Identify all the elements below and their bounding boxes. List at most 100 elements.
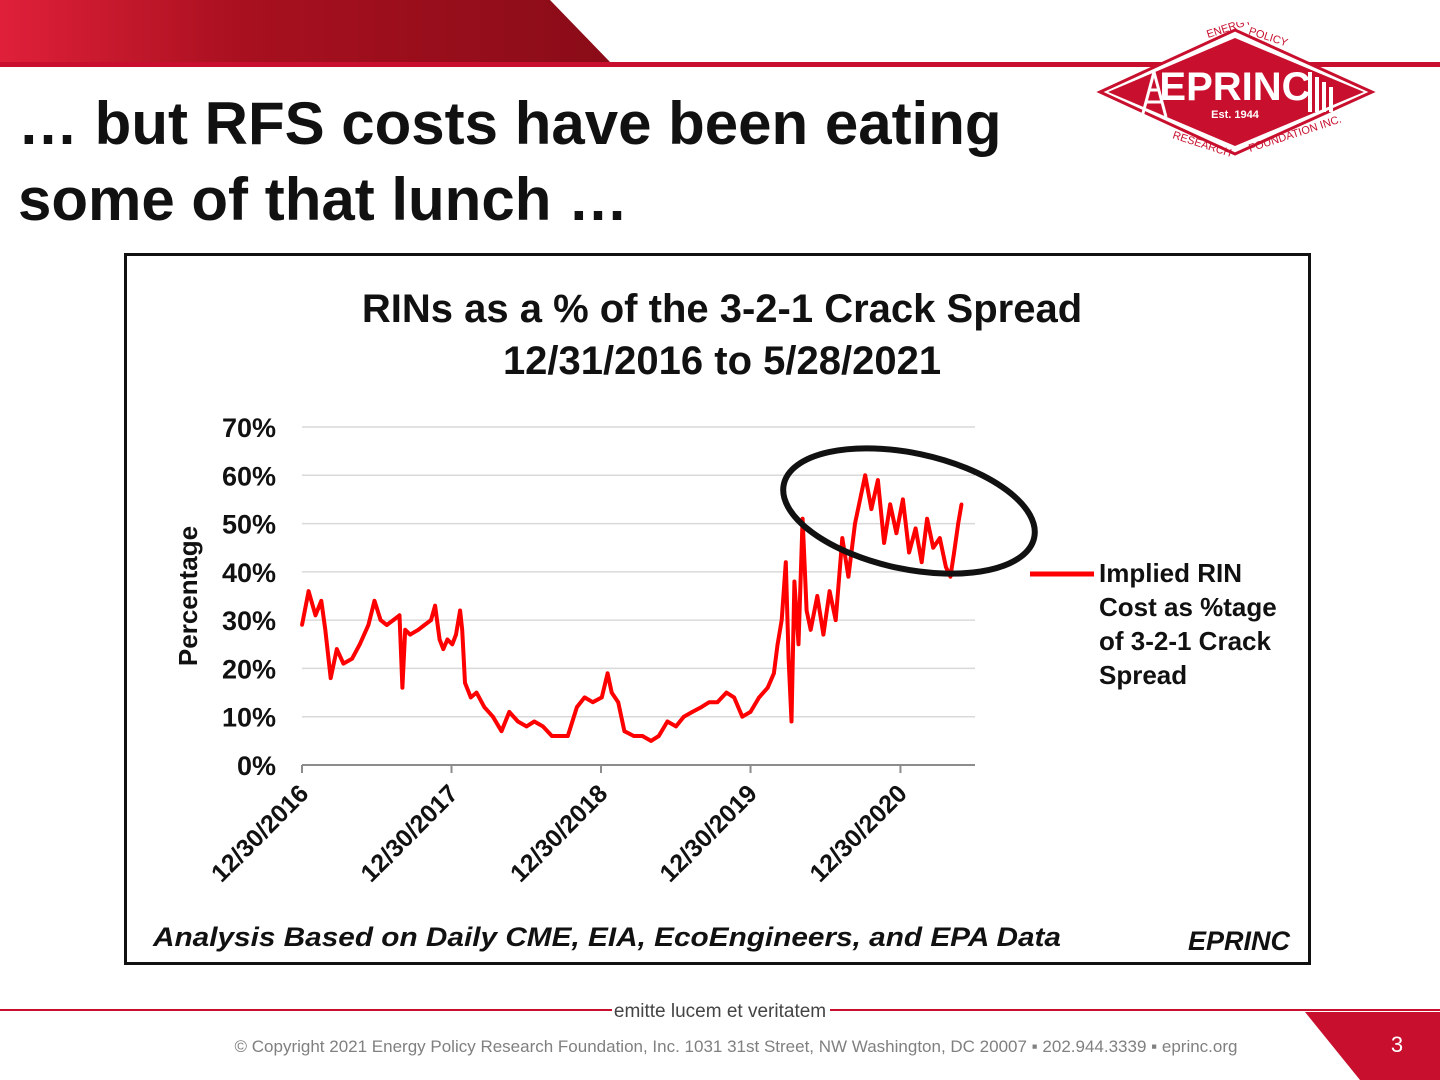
- data-point: [400, 685, 405, 690]
- data-point: [748, 710, 753, 714]
- data-point: [804, 608, 809, 613]
- eprinc-logo: EPRINC Est. 1944 ENERGY POLICY RESEARCH …: [1096, 22, 1376, 160]
- data-point: [775, 642, 780, 647]
- data-point: [591, 700, 595, 704]
- data-point: [863, 473, 867, 478]
- data-point: [433, 603, 437, 608]
- data-point: [919, 560, 924, 564]
- data-point: [313, 613, 318, 618]
- data-point: [859, 492, 863, 497]
- x-tick-label: 12/30/2020: [804, 779, 912, 887]
- data-point: [422, 623, 427, 627]
- data-point: [429, 618, 433, 622]
- data-point: [328, 676, 333, 680]
- data-point: [582, 695, 587, 700]
- data-point: [541, 724, 545, 729]
- data-point: [437, 637, 442, 642]
- legend: Implied RIN Cost as %tage of 3-2-1 Crack Sp…: [1030, 558, 1277, 690]
- legend-label-line: Cost as %tage: [1099, 592, 1277, 622]
- x-tick-label: 12/30/2019: [654, 779, 762, 887]
- data-point: [786, 657, 791, 661]
- data-point: [616, 700, 620, 704]
- page-title-line-1: … but RFS costs have been eating: [18, 90, 1002, 157]
- data-point: [557, 734, 562, 738]
- data-point: [682, 714, 686, 719]
- y-tick-label: 20%: [222, 654, 276, 684]
- data-point: [600, 695, 604, 700]
- data-point: [460, 628, 465, 632]
- data-point: [491, 714, 495, 719]
- data-point: [732, 695, 736, 700]
- y-axis-ticks: 0% 10% 20% 30% 40% 50% 60% 70%: [222, 413, 276, 781]
- data-point: [403, 628, 408, 632]
- data-point: [499, 729, 504, 733]
- data-point: [833, 618, 838, 622]
- data-point: [882, 541, 886, 545]
- data-point: [649, 739, 653, 743]
- data-point: [441, 647, 446, 651]
- data-point: [821, 632, 826, 637]
- footer-rule: emitte lucem et veritatem: [0, 1001, 1440, 1022]
- data-point: [358, 642, 362, 647]
- header-band-rule: [0, 62, 1440, 67]
- data-point: [792, 579, 797, 584]
- data-point: [516, 719, 520, 724]
- grid: [302, 426, 975, 766]
- data-point: [319, 599, 324, 603]
- data-point: [707, 700, 711, 704]
- data-point: [665, 719, 670, 724]
- series-layer: [300, 473, 964, 743]
- page-title-line-2: some of that lunch …: [18, 166, 629, 233]
- data-point: [450, 642, 455, 647]
- data-point: [408, 632, 412, 637]
- data-point: [566, 734, 570, 738]
- chart-panel: RINs as a % of the 3-2-1 Crack Spread 12…: [124, 253, 1311, 965]
- legend-label-line: Spread: [1099, 660, 1187, 690]
- data-point: [944, 565, 948, 569]
- series-line: [300, 473, 964, 743]
- refinery-bars-icon: [1308, 72, 1333, 112]
- data-point: [397, 613, 402, 618]
- data-point: [827, 589, 832, 593]
- chart-source-tag: EPRINC: [1188, 926, 1291, 956]
- data-point: [474, 690, 479, 695]
- data-point: [335, 647, 339, 651]
- data-point: [772, 671, 776, 676]
- data-point: [416, 628, 421, 632]
- data-point: [300, 623, 304, 627]
- data-point: [350, 657, 354, 661]
- data-point: [575, 705, 579, 709]
- data-point: [482, 705, 487, 709]
- y-tick-label: 10%: [222, 703, 276, 733]
- data-point: [913, 526, 918, 531]
- header-band: [0, 0, 1440, 67]
- data-point: [757, 695, 761, 700]
- data-point: [640, 734, 645, 738]
- data-point: [938, 536, 942, 540]
- chart-footnote: Analysis Based on Daily CME, EIA, EcoEng…: [152, 922, 1061, 952]
- data-point: [458, 608, 462, 613]
- data-point: [840, 536, 845, 540]
- data-point: [699, 705, 704, 709]
- data-point: [876, 478, 880, 482]
- legend-label: Implied RIN Cost as %tage of 3-2-1 Crack Sp…: [1099, 558, 1277, 690]
- data-point: [657, 734, 661, 738]
- y-axis-label: Percentage: [173, 526, 203, 666]
- chart-subtitle: 12/31/2016 to 5/28/2021: [503, 339, 941, 383]
- data-point: [622, 729, 627, 733]
- data-point: [454, 632, 458, 637]
- logo-est: Est. 1944: [1211, 109, 1260, 121]
- data-point: [690, 710, 695, 714]
- y-tick-label: 50%: [222, 510, 276, 540]
- data-point: [784, 560, 788, 564]
- data-point: [550, 734, 554, 738]
- data-point: [907, 550, 911, 555]
- chart-title: RINs as a % of the 3-2-1 Crack Spread: [362, 287, 1082, 331]
- data-point: [507, 710, 512, 714]
- data-point: [956, 521, 960, 526]
- footer-corner: [1305, 1012, 1440, 1080]
- x-tick-label: 12/30/2016: [206, 779, 314, 887]
- logo-name: EPRINC: [1159, 65, 1310, 109]
- data-point: [306, 589, 311, 593]
- page-title: … but RFS costs have been eating some of…: [18, 86, 1098, 238]
